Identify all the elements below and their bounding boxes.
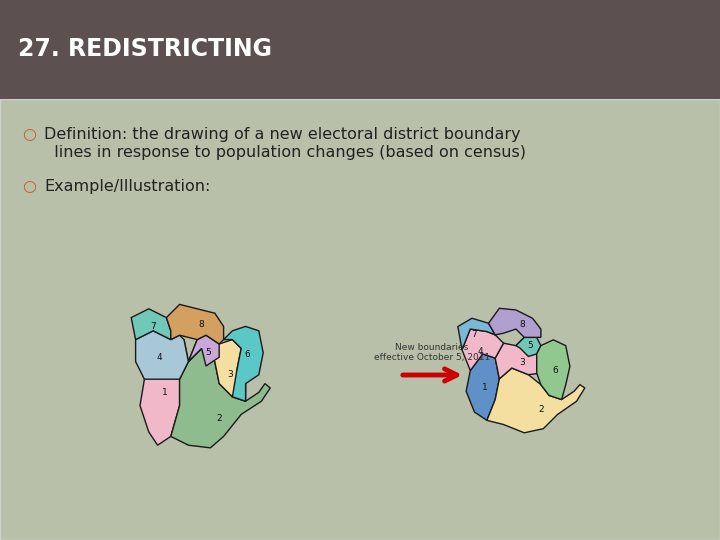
- Bar: [0, 0, 720, 99]
- Text: 8: 8: [199, 320, 204, 329]
- Text: 6: 6: [245, 350, 251, 359]
- Polygon shape: [166, 305, 224, 344]
- Text: Definition: the drawing of a new electoral district boundary: Definition: the drawing of a new elector…: [44, 127, 521, 142]
- Text: 4: 4: [156, 353, 162, 362]
- Polygon shape: [495, 338, 541, 379]
- Text: 4: 4: [477, 347, 483, 356]
- Polygon shape: [466, 354, 500, 420]
- Text: ○: ○: [22, 127, 36, 142]
- Polygon shape: [140, 335, 189, 445]
- Polygon shape: [458, 318, 495, 350]
- Text: lines in response to population changes (based on census): lines in response to population changes …: [44, 145, 526, 160]
- Text: 5: 5: [527, 341, 533, 350]
- Text: 7: 7: [150, 322, 156, 331]
- Text: 6: 6: [552, 366, 558, 375]
- Bar: [0, 99, 720, 540]
- Text: 8: 8: [519, 320, 525, 329]
- Polygon shape: [189, 326, 246, 401]
- Polygon shape: [135, 331, 189, 379]
- Polygon shape: [487, 368, 585, 433]
- Polygon shape: [224, 326, 264, 401]
- Text: Example/Illustration:: Example/Illustration:: [44, 179, 210, 194]
- Text: 5: 5: [206, 348, 212, 357]
- Text: effective October 5, 2011: effective October 5, 2011: [374, 353, 490, 362]
- Polygon shape: [516, 338, 541, 356]
- Text: 1: 1: [482, 383, 487, 391]
- Text: 1: 1: [162, 388, 168, 397]
- Text: 3: 3: [227, 370, 233, 379]
- Polygon shape: [489, 308, 541, 338]
- Text: ○: ○: [22, 179, 36, 194]
- Polygon shape: [189, 335, 219, 366]
- Text: New boundaries: New boundaries: [395, 343, 469, 352]
- Text: 7: 7: [472, 330, 477, 339]
- Polygon shape: [536, 340, 570, 400]
- Text: 2: 2: [538, 405, 544, 414]
- Text: 2: 2: [217, 414, 222, 423]
- Polygon shape: [462, 329, 503, 370]
- Text: 3: 3: [519, 357, 525, 367]
- Polygon shape: [131, 309, 171, 340]
- Text: 27. REDISTRICTING: 27. REDISTRICTING: [18, 37, 272, 62]
- Polygon shape: [171, 348, 270, 448]
